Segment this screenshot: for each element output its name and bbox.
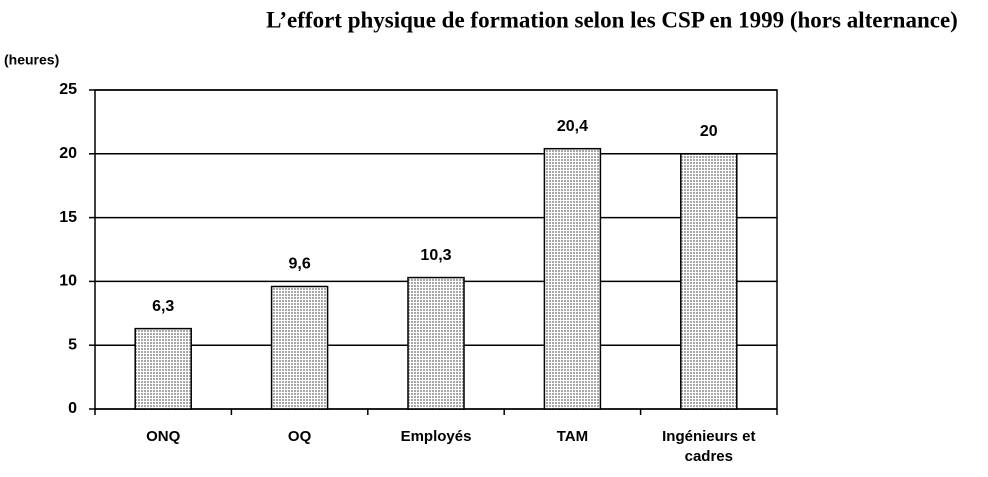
y-tick-label: 15 [59, 209, 77, 226]
value-label: 20,4 [557, 118, 588, 135]
bar [134, 327, 192, 410]
chart-title: L’effort physique de formation selon les… [266, 7, 958, 32]
x-tick-label: Ingénieurs et cadres [662, 428, 756, 465]
value-label: 6,3 [152, 298, 174, 315]
value-label: 20 [700, 123, 718, 140]
y-tick-label: 25 [59, 81, 77, 98]
bar [680, 153, 738, 410]
x-tick-label: ONQ [146, 428, 181, 445]
x-tick-label: Employés [400, 428, 472, 445]
y-tick-label: 5 [68, 336, 77, 353]
y-axis-label: (heures) [4, 52, 59, 68]
value-label: 10,3 [420, 247, 451, 264]
value-label: 9,6 [288, 256, 310, 273]
bar [543, 147, 602, 410]
y-tick-label: 10 [59, 273, 77, 290]
bar [407, 276, 465, 410]
x-tick-label: TAM [556, 428, 589, 445]
y-tick-label: 0 [68, 400, 77, 417]
y-tick-label: 20 [59, 145, 77, 162]
x-tick-label: OQ [287, 428, 312, 445]
bar [270, 285, 329, 410]
